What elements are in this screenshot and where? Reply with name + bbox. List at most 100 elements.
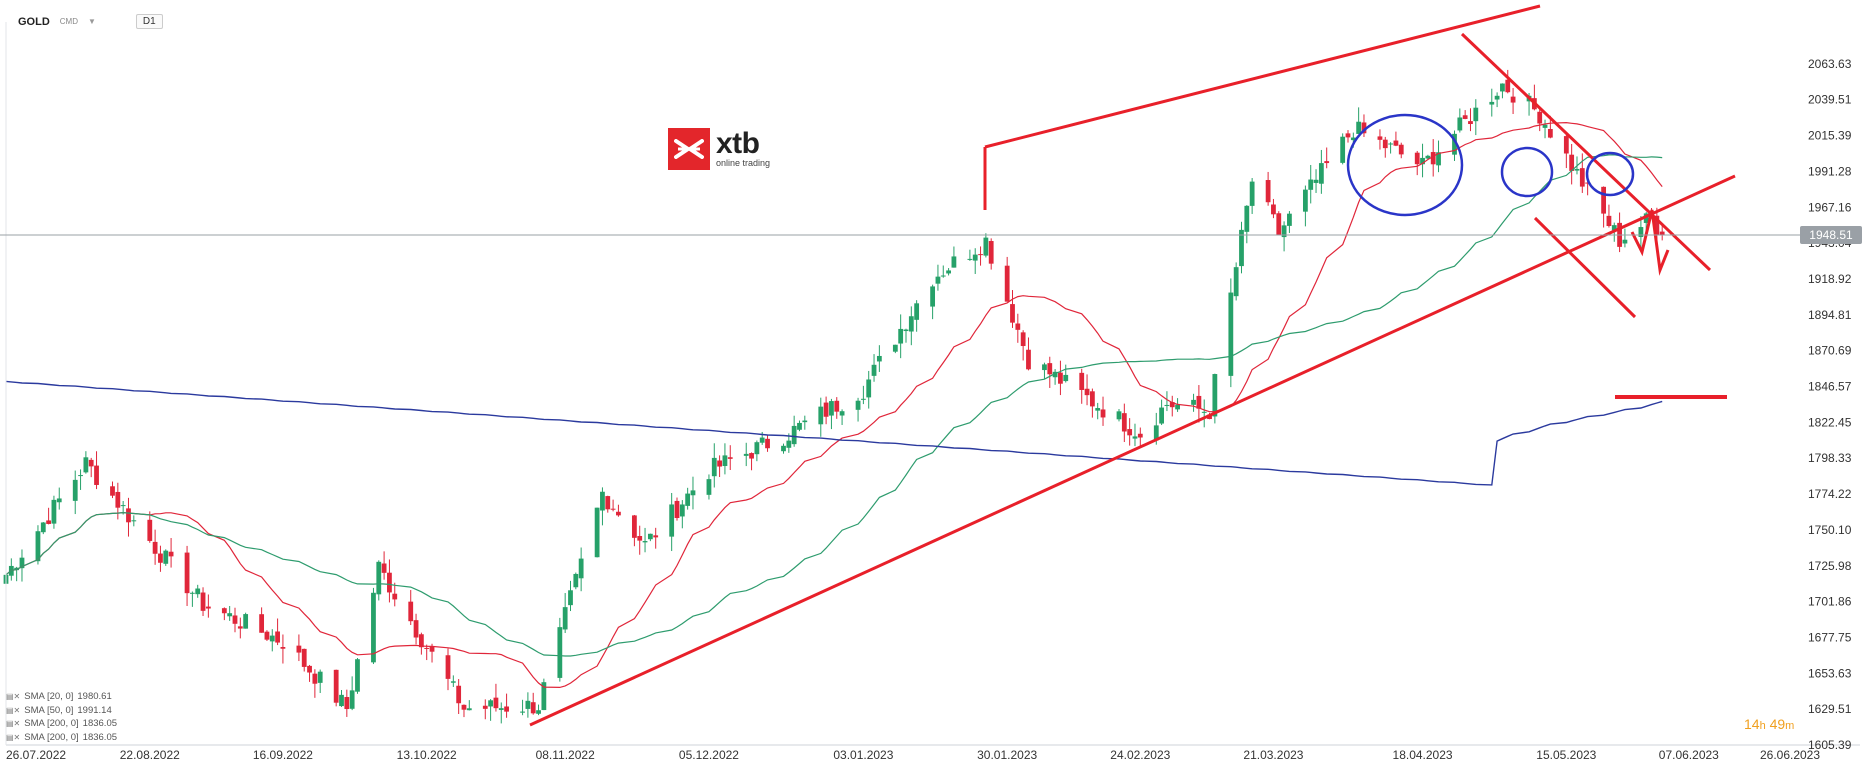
candle-body xyxy=(1212,374,1218,417)
settings-icon[interactable]: ▤✕ xyxy=(6,692,21,701)
candle-body xyxy=(488,700,494,707)
legend-item[interactable]: ▤✕ SMA [50, 0] 1991.14 xyxy=(6,704,112,716)
candle-body xyxy=(333,669,339,703)
candle-body xyxy=(914,303,920,320)
candle-body xyxy=(935,276,941,284)
candle-body xyxy=(78,475,83,477)
candle-body xyxy=(1377,136,1383,140)
x-tick-label: 18.04.2023 xyxy=(1393,748,1453,762)
candle-body xyxy=(450,681,456,683)
candle-body xyxy=(1542,124,1548,128)
candle-body xyxy=(94,465,99,485)
candle-body xyxy=(184,552,190,594)
logo-x-icon xyxy=(668,128,710,170)
logo-tagline: online trading xyxy=(716,158,771,168)
candle-body xyxy=(1382,139,1388,149)
candle-body xyxy=(605,496,611,510)
candle-body xyxy=(1510,96,1516,103)
candle-body xyxy=(120,505,126,507)
candle-body xyxy=(312,673,318,684)
candle-body xyxy=(765,438,770,449)
candle-body xyxy=(908,316,914,332)
legend-item[interactable]: ▤✕ SMA [200, 0] 1836.05 xyxy=(6,731,118,743)
candle-body xyxy=(413,620,419,638)
candle-body xyxy=(195,588,201,595)
candle-body xyxy=(1100,409,1106,418)
candle-body xyxy=(259,614,265,633)
sma-20-line xyxy=(5,121,1663,689)
candle-body xyxy=(498,708,504,710)
candle-body xyxy=(1004,265,1010,302)
candle-body xyxy=(706,479,712,495)
candle-body xyxy=(1398,144,1404,155)
candle-body xyxy=(1239,229,1244,267)
candle-body xyxy=(51,499,57,524)
legend-item[interactable]: ▤✕ SMA [200, 0] 1836.05 xyxy=(6,718,118,729)
candle-body xyxy=(530,702,536,714)
consolidation-circle xyxy=(1346,113,1464,217)
candle-body xyxy=(876,355,882,362)
candle-body xyxy=(126,508,131,523)
timeframe-select[interactable]: D1 xyxy=(135,14,163,29)
candle-body xyxy=(493,697,499,709)
candle-body xyxy=(168,551,174,557)
candle-body xyxy=(237,626,243,629)
candle-body xyxy=(1276,213,1282,235)
candle-body xyxy=(56,498,62,503)
candle-body xyxy=(387,572,392,593)
candle-body xyxy=(83,457,89,473)
x-tick-label: 30.01.2023 xyxy=(977,748,1037,762)
candle-body xyxy=(669,504,675,537)
candle-body xyxy=(35,531,41,562)
candle-body xyxy=(860,398,866,400)
candle-body xyxy=(158,553,163,563)
y-tick-label: 1677.75 xyxy=(1808,630,1852,644)
candle-body xyxy=(1425,155,1431,159)
candle-body xyxy=(1436,152,1441,166)
candle-body xyxy=(781,445,786,452)
candle-body xyxy=(418,634,424,648)
candle-body xyxy=(647,533,653,540)
y-tick-label: 2039.51 xyxy=(1808,93,1852,107)
candles xyxy=(3,69,1665,724)
legend-item[interactable]: ▤✕ SMA [20, 0] 1980.61 xyxy=(6,691,112,702)
chevron-down-icon[interactable]: ▼ xyxy=(88,17,96,26)
candle-body xyxy=(940,275,946,277)
candle-body xyxy=(1473,107,1479,122)
candle-body xyxy=(317,671,323,683)
x-tick-label: 22.08.2022 xyxy=(120,748,180,762)
symbol-label[interactable]: GOLD xyxy=(18,15,50,28)
settings-icon[interactable]: ▤✕ xyxy=(6,732,21,742)
candle-body xyxy=(131,520,137,522)
x-tick-label: 05.12.2022 xyxy=(679,748,739,762)
candle-body xyxy=(988,241,994,264)
candle-body xyxy=(557,627,563,678)
candle-body xyxy=(152,541,158,554)
candle-body xyxy=(1127,429,1133,436)
candle-body xyxy=(972,254,978,261)
candle-body xyxy=(1393,140,1399,146)
y-tick-label: 1701.86 xyxy=(1808,595,1852,609)
forecast-path xyxy=(1630,209,1670,276)
candle-body xyxy=(1606,215,1612,227)
candle-body xyxy=(1026,349,1031,370)
candle-body xyxy=(392,593,398,600)
settings-icon[interactable]: ▤✕ xyxy=(6,705,21,715)
candle-body xyxy=(1010,304,1015,323)
x-tick-label: 08.11.2022 xyxy=(536,748,595,762)
settings-icon[interactable]: ▤✕ xyxy=(6,719,21,728)
candle-body xyxy=(690,490,696,496)
candle-body xyxy=(1302,189,1308,212)
candle-body xyxy=(898,328,904,344)
candle-body xyxy=(189,592,195,594)
candle-body xyxy=(1089,391,1095,407)
candle-body xyxy=(1287,213,1292,226)
candle-body xyxy=(525,700,531,709)
channel-lower-line xyxy=(529,174,1736,727)
candle-body xyxy=(1494,95,1500,100)
candle-body xyxy=(147,519,153,541)
candle-body xyxy=(722,455,728,467)
candle-body xyxy=(536,710,541,714)
candle-body xyxy=(1638,227,1644,237)
